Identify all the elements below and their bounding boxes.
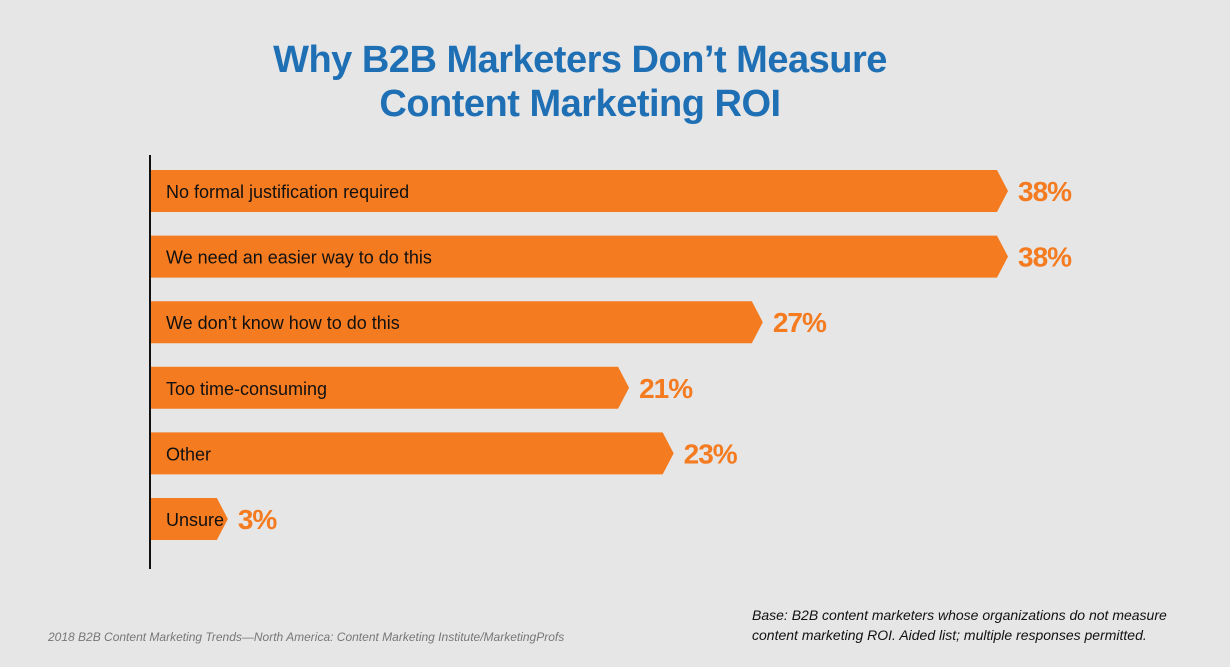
bar [150,432,674,475]
value-label: 27% [773,307,827,338]
base-note: Base: B2B content marketers whose organi… [752,605,1222,645]
bar [150,170,1008,212]
base-note-line-1: Base: B2B content marketers whose organi… [752,607,1167,623]
category-label: We need an easier way to do this [166,248,432,268]
value-label: 3% [238,504,278,535]
base-note-line-2: content marketing ROI. Aided list; multi… [752,627,1147,643]
bar [150,366,630,409]
bar [150,498,228,540]
bar [150,235,1008,278]
value-label: 23% [684,438,738,469]
category-label: We don’t know how to do this [166,313,400,333]
source-text: 2018 B2B Content Marketing Trends—North … [48,630,565,644]
category-label: Too time-consuming [166,379,327,399]
value-label: 21% [639,373,693,404]
value-label: 38% [1018,242,1072,273]
category-label: Unsure [166,510,224,530]
value-label: 38% [1018,176,1072,207]
bar [150,301,763,344]
category-label: Other [166,444,211,464]
category-label: No formal justification required [166,182,409,202]
chart-title: Why B2B Marketers Don’t Measure Content M… [273,39,887,125]
